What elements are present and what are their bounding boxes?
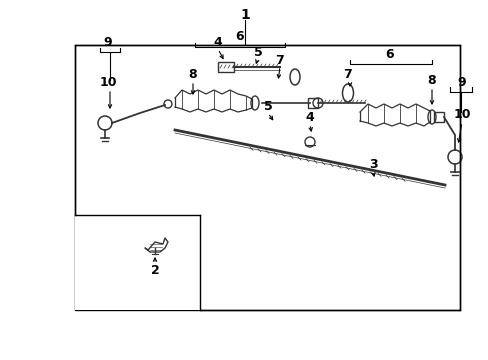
Text: 6: 6 <box>235 31 244 44</box>
Text: 9: 9 <box>457 76 466 89</box>
Text: 7: 7 <box>275 54 284 67</box>
Text: 5: 5 <box>263 100 272 113</box>
Text: 4: 4 <box>305 112 314 125</box>
Text: 7: 7 <box>343 68 352 81</box>
Text: 3: 3 <box>368 158 377 171</box>
Bar <box>218 62 234 72</box>
Text: 8: 8 <box>188 68 197 81</box>
Text: 4: 4 <box>213 36 222 49</box>
Text: 1: 1 <box>240 8 249 22</box>
Text: 6: 6 <box>385 49 393 62</box>
Text: 5: 5 <box>253 45 262 58</box>
Text: 10: 10 <box>99 76 117 89</box>
Text: 9: 9 <box>103 36 112 49</box>
Bar <box>75 45 459 310</box>
Text: 2: 2 <box>150 264 159 276</box>
Text: 8: 8 <box>427 73 435 86</box>
Bar <box>307 98 317 108</box>
Bar <box>75 215 200 310</box>
Text: 10: 10 <box>452 108 470 121</box>
Bar <box>433 112 443 122</box>
